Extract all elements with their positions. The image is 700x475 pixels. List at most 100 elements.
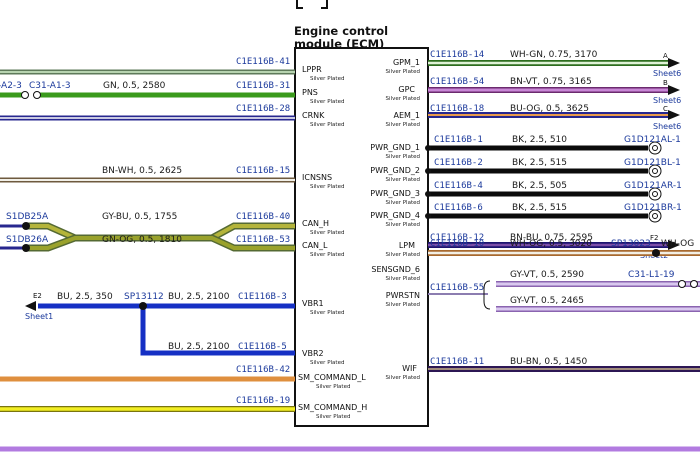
pin-name-pwr-gnd-3: PWR_GND_3 (370, 189, 420, 198)
pin-id: C1E116B-10 (430, 239, 484, 249)
pin-id: C1E116B-4 (434, 181, 483, 191)
pin-name-gpc: GPC (398, 85, 415, 94)
plating-label: Silver Plated (386, 375, 420, 381)
sheet-ref[interactable]: Sheet6 (653, 122, 681, 131)
pin-name-sensgnd-6: SENSGND_6 (371, 265, 420, 274)
plating-label: Silver Plated (386, 177, 420, 183)
endpoint-label: E2 (33, 292, 42, 300)
wire-spec: GY-VT, 0.5, 2590 (510, 270, 584, 280)
plating-label: Silver Plated (386, 276, 420, 282)
endpoint-label: C (663, 105, 668, 113)
wire-pwr-gnd-4: C1E116B-6 BK, 2.5, 515 G1D121BR-1 (425, 203, 682, 223)
plating-label: Silver Plated (310, 184, 344, 190)
pin-name-pwr-gnd-2: PWR_GND_2 (370, 166, 420, 175)
plating-label: Silver Plated (316, 384, 350, 390)
pin-id: C1E116B-31 (236, 81, 290, 91)
wire-spec: BK, 2.5, 515 (512, 203, 567, 213)
splice-dot (22, 244, 30, 252)
wire-spec: WH-GN, 0.75, 3170 (510, 50, 598, 60)
pin-name-pns: PNS (302, 88, 318, 97)
wire-vbr: E2 Sheet1 BU, 2.5, 350 SP13112 BU, 2.5, … (25, 292, 295, 356)
pin-id: C1E116B-54 (430, 77, 484, 87)
wire-spec: WH-OG (661, 239, 694, 249)
plating-label: Silver Plated (310, 252, 344, 258)
wire-spec: WH-OG, 0.5, 3020 (510, 239, 592, 249)
pin-name-wif: WIF (402, 364, 417, 373)
pin-id: C1E116B-3 (238, 292, 287, 302)
plating-label: Silver Plated (386, 122, 420, 128)
pin-name-vbr2: VBR2 (302, 349, 324, 358)
wire-pns: -A2-3 C31-A1-3 GN, 0.5, 2580 C1E116B-31 (0, 81, 295, 99)
plating-label: Silver Plated (386, 69, 420, 75)
far-connector-label: -A2-3 (0, 81, 22, 91)
ground-label: G1D121BL-1 (624, 158, 681, 168)
pin-name-can-h: CAN_H (302, 219, 329, 228)
splice-label: S1DB25A (6, 212, 49, 222)
wire-spec: GY-VT, 0.5, 2465 (510, 296, 584, 306)
wire-pwr-gnd-1: C1E116B-1 BK, 2.5, 510 G1D121AL-1 (425, 135, 681, 155)
sheet-ref[interactable]: Sheet6 (653, 69, 681, 78)
pin-name-sm-command-l: SM_COMMAND_L (298, 373, 366, 382)
wire-gpm-1: C1E116B-14 WH-GN, 0.75, 3170 A Sheet6 (428, 50, 681, 78)
pin-id: C1E116B-6 (434, 203, 483, 213)
wire-sensgnd-6: C1E116B-10 WH-OG, 0.5, 3020 SP13023 WH-O… (428, 239, 700, 257)
pin-name-lppr: LPPR (302, 65, 322, 74)
wire-spec: BU-OG, 0.5, 3625 (510, 104, 589, 114)
wire-icnsns: BN-WH, 0.5, 2625 C1E116B-15 (0, 166, 295, 183)
wire-spec: BK, 2.5, 505 (512, 181, 567, 191)
arrow-icon (25, 301, 36, 311)
sheet-ref[interactable]: Sheet6 (653, 96, 681, 105)
arrow-icon (668, 110, 680, 120)
pin-name-can-l: CAN_L (302, 241, 328, 250)
wire-spec: BN-VT, 0.75, 3165 (510, 77, 592, 87)
plating-label: Silver Plated (386, 222, 420, 228)
wire-sm-command-h: C1E116B-19 (0, 396, 295, 412)
ecm-title-line1: Engine control (294, 24, 388, 38)
wire-spec: BN-WH, 0.5, 2625 (102, 166, 182, 176)
pin-id: C1E116B-19 (236, 396, 290, 406)
crop-mark (296, 0, 303, 9)
pin-name-vbr1: VBR1 (302, 299, 324, 308)
wire-pwr-gnd-2: C1E116B-2 BK, 2.5, 515 G1D121BL-1 (425, 158, 681, 178)
crop-mark (321, 0, 328, 9)
pin-id: C1E116B-42 (236, 365, 290, 375)
connector-label: C31-L1-19 (628, 270, 675, 280)
wire-sm-command-l: C1E116B-42 (0, 365, 295, 382)
ecm-body (294, 47, 429, 427)
wire-can-pair: S1DB25A S1DB26A GY-BU, 0.5, 1755 GN-OG, … (0, 212, 295, 252)
plating-label: Silver Plated (386, 154, 420, 160)
plating-label: Silver Plated (310, 76, 344, 82)
wire-wif: C1E116B-11 BU-BN, 0.5, 1450 (428, 357, 700, 372)
plating-label: Silver Plated (386, 252, 420, 258)
pin-id: C1E116B-15 (236, 166, 290, 176)
plating-label: Silver Plated (310, 360, 344, 366)
pin-id: C1E116B-18 (430, 104, 484, 114)
pin-id: C1E116B-14 (430, 50, 484, 60)
splice-dot (139, 302, 147, 310)
splice-label: S1DB26A (6, 235, 49, 245)
plating-label: Silver Plated (310, 99, 344, 105)
splice-label: SP13112 (124, 292, 164, 302)
pin-name-pwrstn: PWRSTN (386, 291, 420, 300)
plating-label: Silver Plated (310, 310, 344, 316)
ground-label: G1D121AR-1 (624, 181, 682, 191)
pin-id: C1E116B-41 (236, 57, 290, 67)
arrow-icon (668, 85, 680, 95)
endpoint-label: B (663, 79, 668, 87)
pin-id: C1E116B-40 (236, 212, 290, 222)
plating-label: Silver Plated (316, 414, 350, 420)
wire-spec: BK, 2.5, 515 (512, 158, 567, 168)
pin-id: C1E116B-12 (430, 233, 484, 243)
arrow-icon (668, 58, 680, 68)
ground-label: G1D121AL-1 (624, 135, 681, 145)
pin-id: C1E116B-53 (236, 235, 290, 245)
endpoint-label: F2 (650, 234, 658, 242)
plating-label: Silver Plated (310, 122, 344, 128)
wire-gpc: C1E116B-54 BN-VT, 0.75, 3165 B Sheet6 (428, 77, 681, 105)
sheet-ref[interactable]: Sheet1 (25, 312, 53, 321)
ecm-left-pins: LPPR Silver Plated PNS Silver Plated CRN… (298, 65, 367, 420)
splice-dot (652, 249, 660, 257)
wire-crnk: C1E116B-28 (0, 104, 295, 121)
plating-label: Silver Plated (386, 200, 420, 206)
